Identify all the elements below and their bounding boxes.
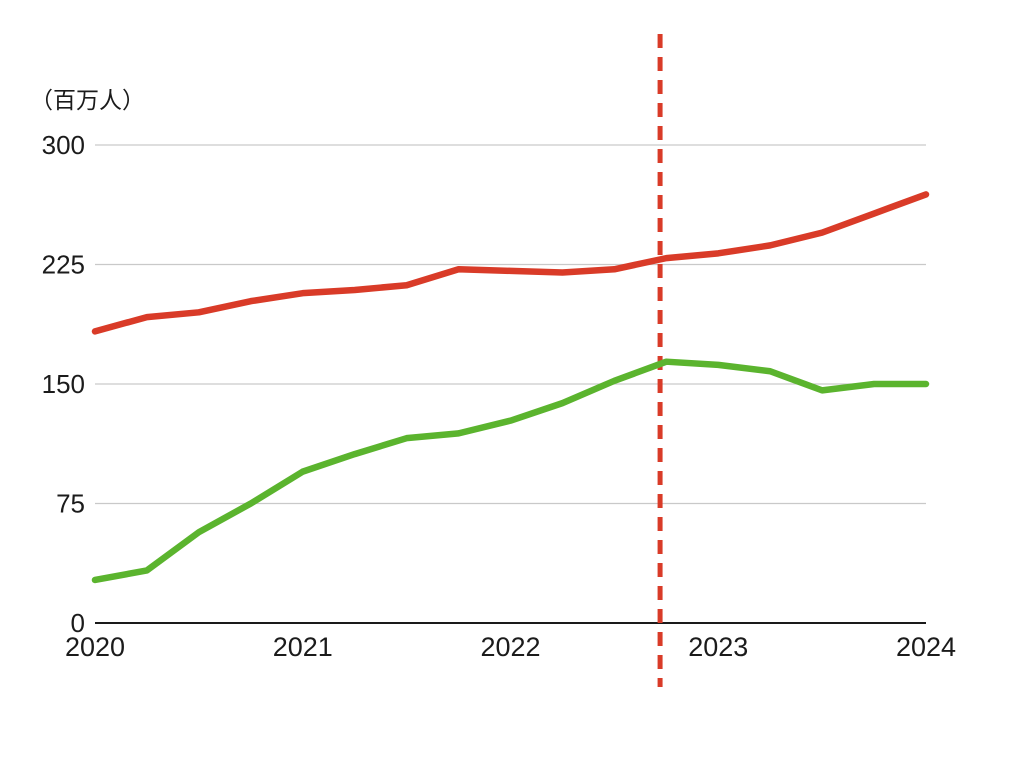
x-tick-label: 2022 bbox=[480, 632, 540, 662]
y-tick-label: 225 bbox=[42, 250, 85, 280]
y-tick-label: 0 bbox=[71, 608, 85, 638]
x-tick-label: 2023 bbox=[688, 632, 748, 662]
y-tick-label: 300 bbox=[42, 130, 85, 160]
x-tick-label: 2021 bbox=[273, 632, 333, 662]
y-tick-label: 150 bbox=[42, 369, 85, 399]
x-tick-label: 2024 bbox=[896, 632, 956, 662]
series-line-red-series bbox=[91, 191, 930, 335]
series-line-green-series bbox=[91, 358, 930, 584]
y-axis-unit-label: （百万人） bbox=[30, 87, 145, 113]
y-tick-label: 75 bbox=[56, 489, 85, 519]
x-tick-label: 2020 bbox=[65, 632, 125, 662]
